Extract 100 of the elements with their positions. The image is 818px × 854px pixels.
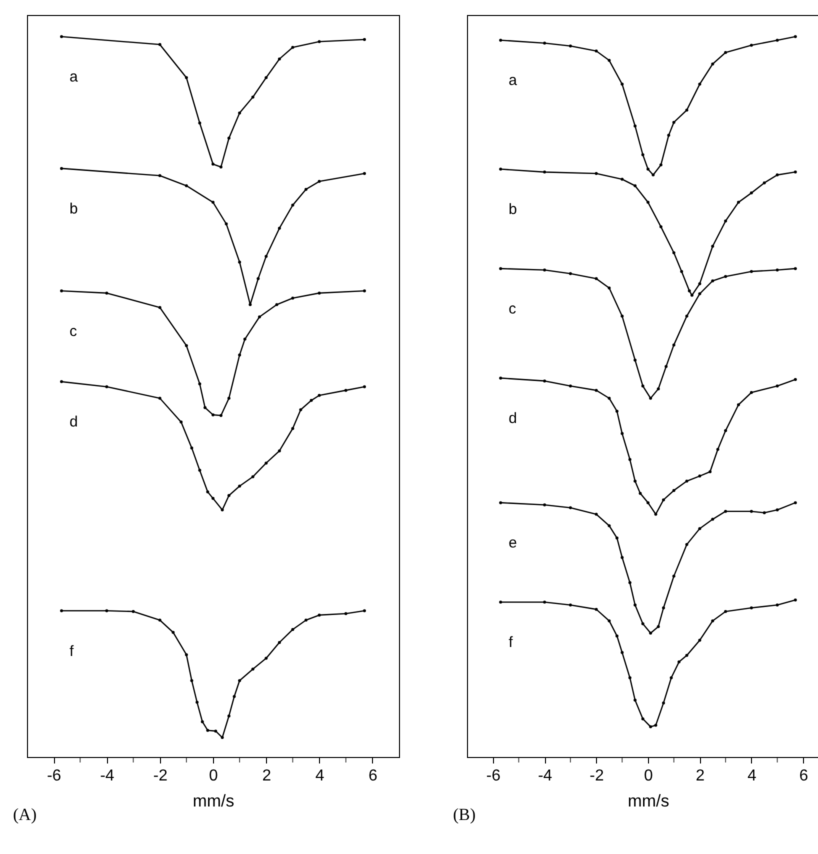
point — [724, 275, 728, 278]
point — [132, 610, 135, 613]
point — [776, 173, 779, 176]
point — [278, 226, 281, 230]
point — [685, 108, 688, 112]
point — [278, 449, 281, 452]
point — [750, 510, 753, 513]
point — [264, 656, 268, 660]
point — [172, 630, 175, 634]
point — [685, 654, 688, 657]
point — [291, 628, 294, 631]
point — [251, 475, 254, 478]
point — [628, 676, 632, 680]
point — [794, 35, 797, 38]
point — [698, 282, 702, 286]
point — [659, 225, 662, 228]
x-tick-label: 2 — [696, 768, 705, 784]
point — [499, 376, 502, 380]
point — [667, 134, 670, 137]
point — [620, 82, 624, 86]
point — [628, 581, 632, 584]
point — [318, 40, 321, 44]
point — [60, 609, 64, 612]
point — [685, 314, 688, 318]
point — [737, 200, 740, 204]
point — [646, 501, 650, 504]
point — [362, 38, 366, 41]
point — [652, 173, 655, 176]
point — [654, 724, 658, 727]
point — [750, 606, 753, 610]
point — [158, 618, 162, 622]
point — [762, 511, 766, 514]
point — [672, 120, 676, 124]
point — [620, 314, 624, 318]
point — [641, 717, 644, 720]
point — [291, 46, 294, 49]
point — [620, 556, 624, 559]
point — [634, 358, 637, 362]
point — [291, 204, 294, 207]
point — [698, 474, 702, 478]
point — [634, 698, 637, 702]
point — [291, 427, 294, 430]
point — [238, 354, 242, 357]
x-tick-label: -2 — [153, 768, 168, 784]
point — [776, 268, 779, 272]
point — [672, 343, 676, 346]
point — [184, 184, 188, 188]
x-tick-label: -6 — [486, 768, 501, 784]
point — [711, 619, 714, 622]
point — [499, 168, 502, 171]
point — [794, 501, 797, 504]
point — [212, 496, 214, 500]
point — [716, 448, 720, 451]
point — [662, 606, 666, 610]
point — [214, 730, 218, 733]
point — [698, 527, 702, 530]
x-tick-label: -6 — [46, 768, 62, 784]
point — [190, 679, 194, 682]
point — [304, 188, 308, 191]
text: a — [70, 68, 79, 86]
text: (B) — [453, 805, 476, 824]
point — [499, 38, 502, 42]
point — [662, 498, 666, 502]
point — [690, 294, 694, 297]
x-tick-label: 2 — [262, 768, 272, 784]
point — [634, 124, 637, 128]
point — [594, 512, 598, 516]
point — [698, 638, 702, 642]
point — [646, 200, 650, 204]
x-tick-label: -2 — [590, 768, 604, 784]
point — [634, 480, 637, 483]
point — [711, 518, 714, 521]
point — [794, 598, 797, 602]
point — [278, 57, 281, 60]
point — [634, 604, 637, 606]
point — [184, 76, 188, 80]
point — [628, 458, 632, 461]
point — [794, 267, 797, 270]
point — [649, 396, 652, 400]
point — [264, 462, 268, 465]
point — [776, 508, 779, 512]
point — [198, 468, 202, 472]
point — [688, 289, 691, 292]
point — [232, 694, 236, 698]
point — [184, 653, 188, 656]
point — [608, 396, 611, 400]
point — [499, 267, 502, 270]
point — [318, 180, 321, 183]
point — [184, 344, 188, 348]
point — [724, 50, 728, 54]
point — [220, 508, 224, 512]
point — [608, 58, 611, 62]
point — [206, 728, 210, 732]
point — [291, 296, 294, 300]
point — [60, 289, 64, 292]
text: d — [508, 410, 517, 428]
x-tick-label: 4 — [315, 768, 324, 784]
point — [656, 387, 660, 390]
point — [105, 609, 108, 612]
point — [278, 640, 281, 644]
